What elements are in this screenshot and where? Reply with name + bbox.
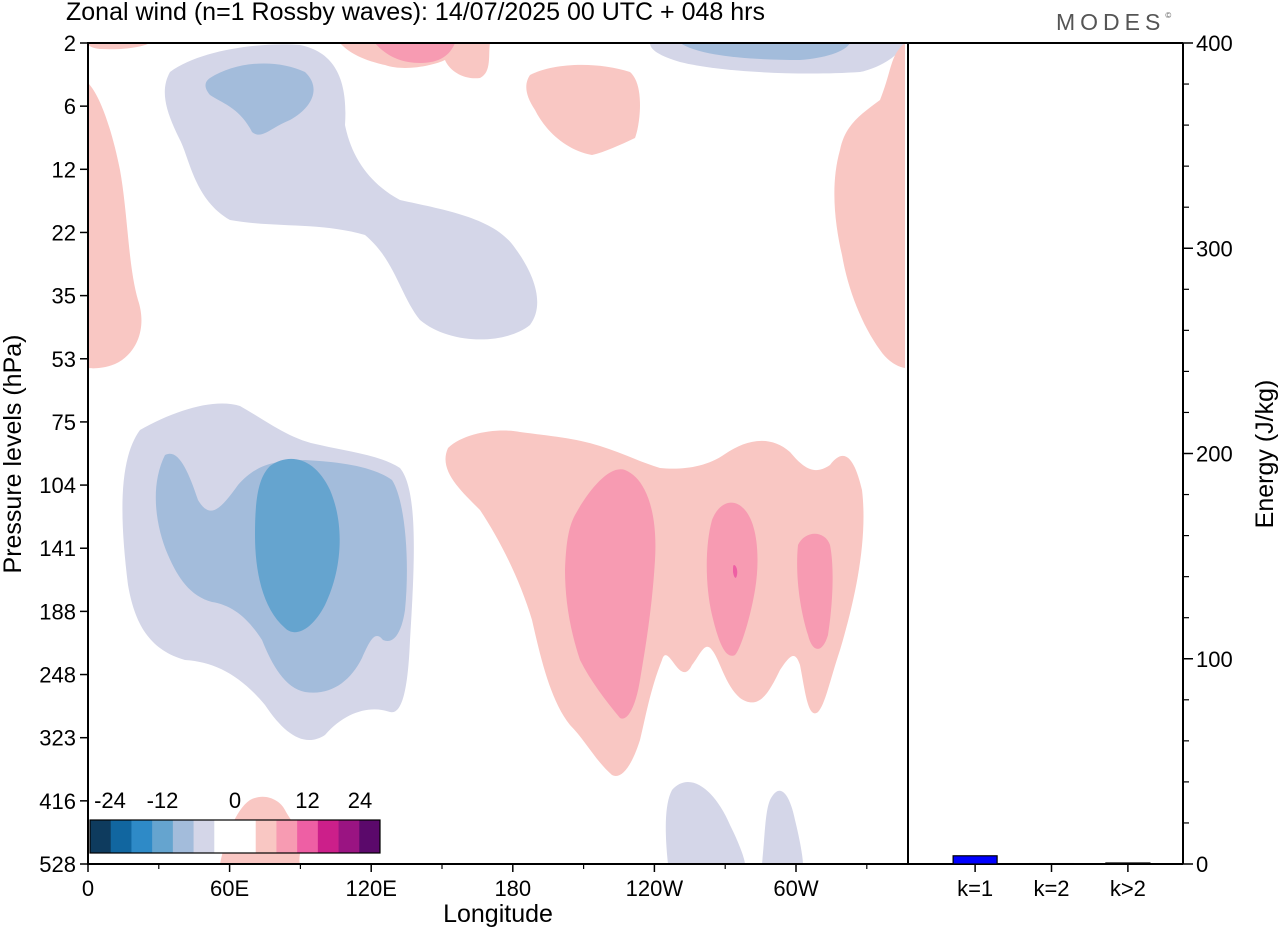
colorbar-swatch xyxy=(235,820,257,853)
colorbar-swatch xyxy=(152,820,174,853)
contour-region-negative-2 xyxy=(680,43,850,60)
category-label: k>2 xyxy=(1110,876,1146,901)
y-tick-label: 6 xyxy=(64,94,76,119)
contour-region-positive-3 xyxy=(733,565,738,578)
colorbar-tick-label: 0 xyxy=(229,788,241,813)
colorbar-swatch xyxy=(359,820,381,853)
colorbar-tick-label: -24 xyxy=(94,788,126,813)
energy-tick-label: 400 xyxy=(1196,31,1233,56)
map-frame xyxy=(87,42,909,865)
colorbar-swatch xyxy=(338,820,360,853)
colorbar-swatch xyxy=(193,820,215,853)
y-tick-label: 12 xyxy=(52,157,76,182)
contour-region-positive-1 xyxy=(834,43,905,368)
colorbar-swatch xyxy=(276,820,298,853)
colorbar-swatch xyxy=(131,820,153,853)
colorbar-frame xyxy=(89,819,381,854)
colorbar-swatch xyxy=(255,820,277,853)
contour-region-positive-1 xyxy=(88,43,150,50)
colorbar-swatch xyxy=(110,820,132,853)
x-tick-label: 180 xyxy=(494,876,531,901)
colorbar-swatch xyxy=(172,820,194,853)
contour-region-negative-1 xyxy=(665,782,745,864)
brand-name: MODES xyxy=(1056,9,1166,35)
y-tick-label: 53 xyxy=(52,347,76,372)
y-tick-label: 104 xyxy=(39,473,76,498)
colorbar-tick-label: -12 xyxy=(147,788,179,813)
energy-tick-label: 0 xyxy=(1196,852,1208,877)
y-tick-label: 2 xyxy=(64,31,76,56)
contour-region-negative-1 xyxy=(762,790,803,864)
y-tick-label: 22 xyxy=(52,220,76,245)
colorbar-swatch xyxy=(90,820,112,853)
energy-tick-label: 200 xyxy=(1196,442,1233,467)
colorbar: -24 -12 0 12 24 xyxy=(89,788,381,854)
contour-region-positive-1 xyxy=(445,430,864,776)
x-tick-label: 60W xyxy=(773,876,818,901)
colorbar-swatch xyxy=(297,820,319,853)
y-tick-label: 75 xyxy=(52,410,76,435)
energy-axis-label: Energy (J/kg) xyxy=(1251,380,1279,529)
contour-region-positive-2 xyxy=(797,533,833,649)
contour-region-negative-2 xyxy=(205,63,314,135)
y-axis-label: Pressure levels (hPa) xyxy=(0,335,27,574)
category-label: k=2 xyxy=(1033,876,1069,901)
x-tick-label: 0 xyxy=(82,876,94,901)
x-tick-label: 60E xyxy=(210,876,249,901)
x-tick-label: 120W xyxy=(626,876,684,901)
modes-logo: MODES© xyxy=(1056,9,1171,36)
chart-title: Zonal wind (n=1 Rossby waves): 14/07/202… xyxy=(66,0,765,26)
y-tick-label: 323 xyxy=(39,726,76,751)
contour-region-positive-2 xyxy=(706,502,758,656)
contour-region-positive-1 xyxy=(526,64,640,155)
brand-mark: © xyxy=(1165,11,1172,20)
energy-bar-panel: 0 100 200 300 400 Energy (J/kg) k=1 k=2 k>2 xyxy=(908,31,1279,901)
contour-region-positive-2 xyxy=(565,469,656,719)
energy-bar xyxy=(952,855,998,865)
contour-field xyxy=(88,43,905,864)
colorbar-tick-label: 24 xyxy=(348,788,372,813)
x-axis-label: Longitude xyxy=(443,900,553,928)
energy-tick-label: 100 xyxy=(1196,647,1233,672)
contour-region-negative-3 xyxy=(255,458,340,633)
energy-tick-label: 300 xyxy=(1196,236,1233,261)
contour-region-positive-1 xyxy=(88,83,142,369)
colorbar-tick-label: 12 xyxy=(295,788,319,813)
colorbar-swatch xyxy=(317,820,339,853)
contour-region-positive-2 xyxy=(375,43,455,63)
energy-bar xyxy=(1105,862,1151,865)
category-label: k=1 xyxy=(957,876,993,901)
y-tick-label: 35 xyxy=(52,284,76,309)
y-tick-label: 248 xyxy=(39,663,76,688)
colorbar-swatch xyxy=(214,820,236,853)
x-tick-label: 120E xyxy=(346,876,397,901)
y-tick-label: 188 xyxy=(39,599,76,624)
y-tick-label: 528 xyxy=(39,852,76,877)
y-tick-label: 141 xyxy=(39,536,76,561)
y-tick-label: 416 xyxy=(39,789,76,814)
